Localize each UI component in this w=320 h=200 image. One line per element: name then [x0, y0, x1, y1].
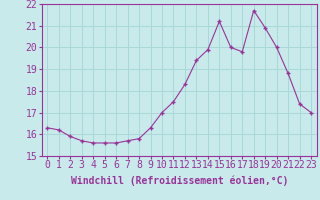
X-axis label: Windchill (Refroidissement éolien,°C): Windchill (Refroidissement éolien,°C): [70, 176, 288, 186]
